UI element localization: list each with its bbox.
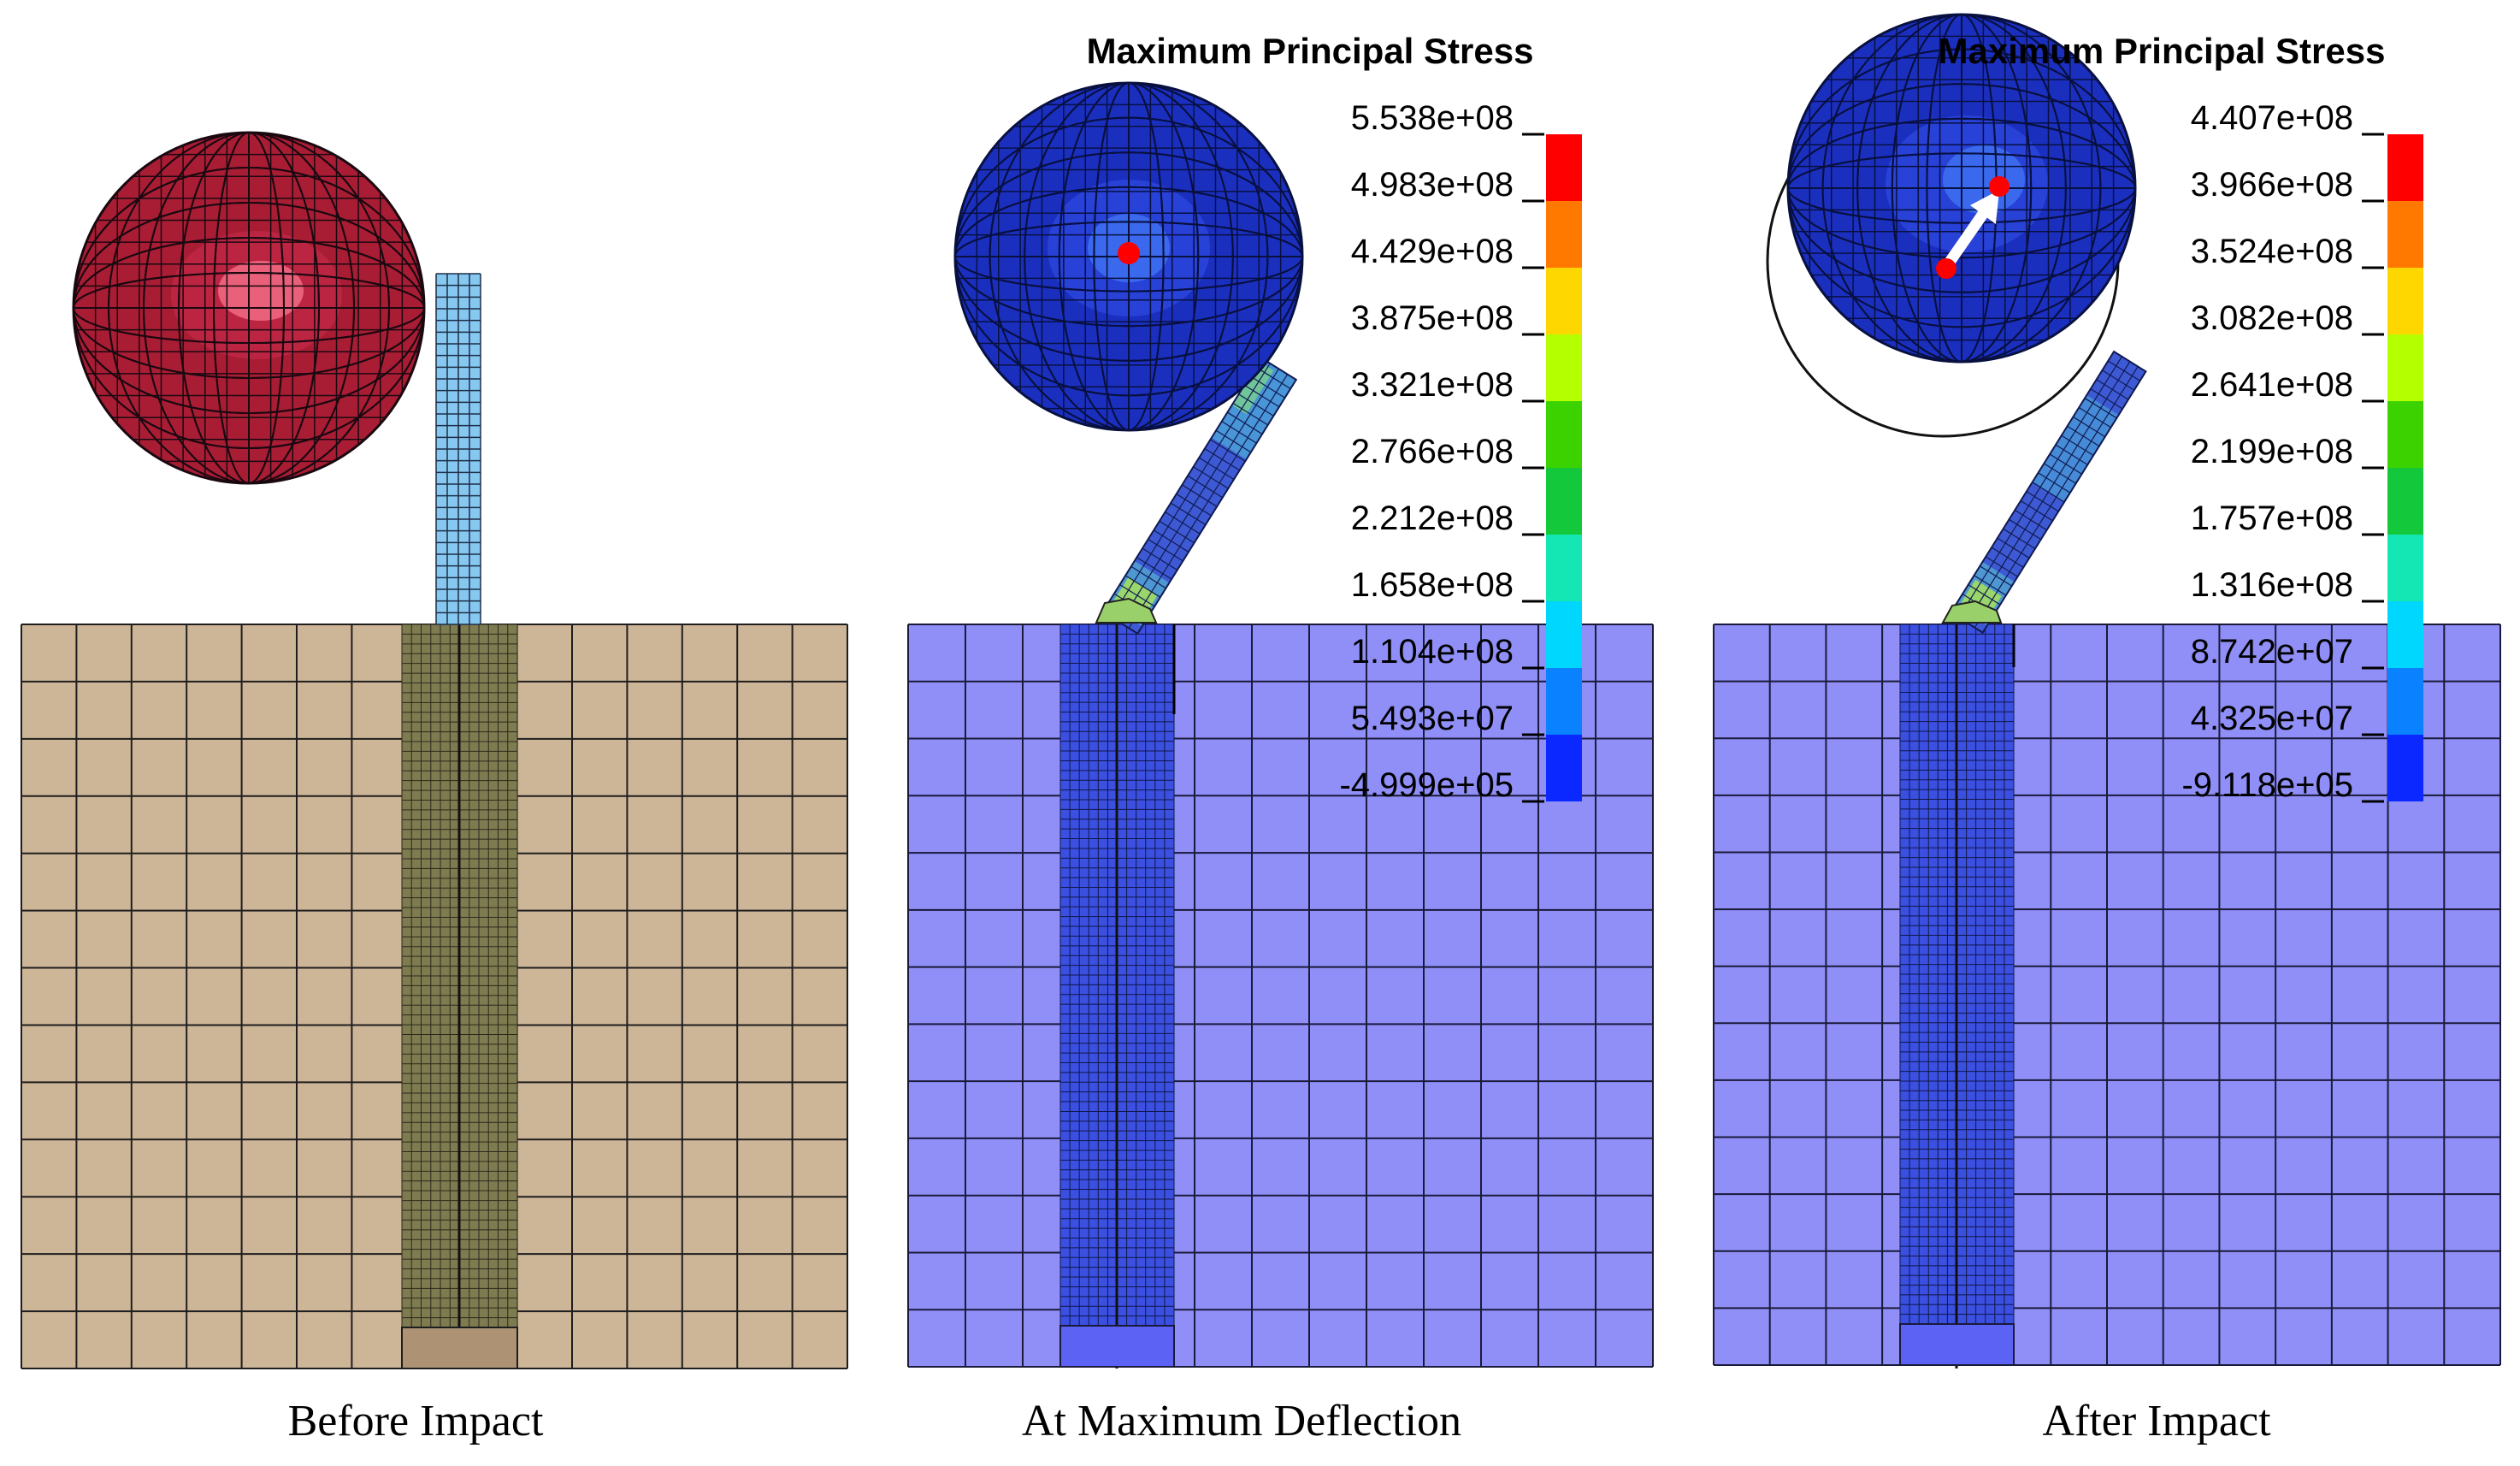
embedded-pile bbox=[1899, 624, 2015, 1368]
caption-before-impact: Before Impact bbox=[288, 1397, 544, 1445]
legend-value-label: -4.999e+05 bbox=[1339, 766, 1514, 804]
column bbox=[435, 273, 481, 625]
deflected-column bbox=[1095, 357, 1298, 635]
soil-block bbox=[1713, 624, 2501, 1366]
embedded-pile bbox=[401, 624, 518, 1369]
legend-value-label: 2.766e+08 bbox=[1351, 433, 1514, 470]
caption-maximum-deflection: At Maximum Deflection bbox=[1022, 1397, 1461, 1445]
stress-legend: Maximum Principal Stress 4.407e+08 3.966e… bbox=[1939, 31, 2423, 804]
legend-color-band bbox=[2387, 401, 2423, 468]
legend-color-band bbox=[1546, 668, 1582, 735]
legend-color-band bbox=[2387, 535, 2423, 601]
legend-color-band bbox=[2387, 134, 2423, 201]
legend-color-band bbox=[1546, 735, 1582, 801]
legend-value-label: 3.966e+08 bbox=[2191, 166, 2353, 204]
legend-color-band bbox=[1546, 601, 1582, 668]
legend-color-band bbox=[1546, 201, 1582, 268]
initial-center-marker bbox=[1936, 258, 1956, 279]
legend-color-band bbox=[2387, 601, 2423, 668]
legend-value-label: 1.316e+08 bbox=[2191, 566, 2353, 604]
legend-value-label: 1.658e+08 bbox=[1351, 566, 1514, 604]
center-marker bbox=[1118, 242, 1140, 264]
legend-color-band bbox=[1546, 535, 1582, 601]
caption-after-impact: After Impact bbox=[2042, 1397, 2271, 1445]
panel-after-impact: Maximum Principal Stress 4.407e+08 3.966e… bbox=[1713, 13, 2501, 1445]
displacement-arrow bbox=[1936, 176, 2010, 279]
legend-value-label: 5.538e+08 bbox=[1351, 99, 1514, 137]
panel-maximum-deflection: Maximum Principal Stress 5.538e+08 4.983e… bbox=[907, 31, 1654, 1445]
legend-color-band bbox=[1546, 268, 1582, 334]
legend-value-label: 2.199e+08 bbox=[2191, 433, 2353, 470]
legend-color-band bbox=[2387, 268, 2423, 334]
legend-color-band bbox=[2387, 334, 2423, 401]
impactor-sphere bbox=[953, 81, 1304, 432]
legend-color-band bbox=[1546, 134, 1582, 201]
final-center-marker bbox=[1989, 176, 2010, 197]
legend-color-band bbox=[2387, 668, 2423, 735]
legend-color-band bbox=[2387, 468, 2423, 535]
legend-value-label: 5.493e+07 bbox=[1351, 700, 1514, 737]
deflected-column bbox=[1941, 350, 2147, 635]
legend-value-label: 3.524e+08 bbox=[2191, 233, 2353, 270]
legend-color-band bbox=[1546, 468, 1582, 535]
stress-legend: Maximum Principal Stress 5.538e+08 4.983e… bbox=[1087, 31, 1582, 804]
panel-before-impact: Before Impact bbox=[21, 131, 848, 1445]
legend-color-band bbox=[2387, 201, 2423, 268]
legend-value-label: 3.875e+08 bbox=[1351, 299, 1514, 337]
impactor-sphere bbox=[72, 131, 426, 485]
legend-color-band bbox=[1546, 401, 1582, 468]
legend-value-label: 1.104e+08 bbox=[1351, 633, 1514, 671]
legend-value-label: 8.742e+07 bbox=[2191, 633, 2353, 671]
embedded-pile bbox=[1059, 624, 1176, 1368]
legend-value-label: 4.429e+08 bbox=[1351, 233, 1514, 270]
legend-color-band bbox=[2387, 735, 2423, 801]
legend-title: Maximum Principal Stress bbox=[1087, 31, 1534, 71]
legend-value-label: 3.082e+08 bbox=[2191, 299, 2353, 337]
legend-value-label: 2.212e+08 bbox=[1351, 500, 1514, 537]
legend-value-label: 4.407e+08 bbox=[2191, 99, 2353, 137]
legend-value-label: 4.325e+07 bbox=[2191, 700, 2353, 737]
soil-block bbox=[907, 624, 1654, 1368]
legend-title: Maximum Principal Stress bbox=[1939, 31, 2386, 71]
legend-value-label: 4.983e+08 bbox=[1351, 166, 1514, 204]
legend-value-label: 3.321e+08 bbox=[1351, 366, 1514, 404]
legend-value-label: 1.757e+08 bbox=[2191, 500, 2353, 537]
legend-color-band bbox=[1546, 334, 1582, 401]
legend-value-label: -9.118e+05 bbox=[2181, 766, 2353, 804]
legend-value-label: 2.641e+08 bbox=[2191, 366, 2353, 404]
